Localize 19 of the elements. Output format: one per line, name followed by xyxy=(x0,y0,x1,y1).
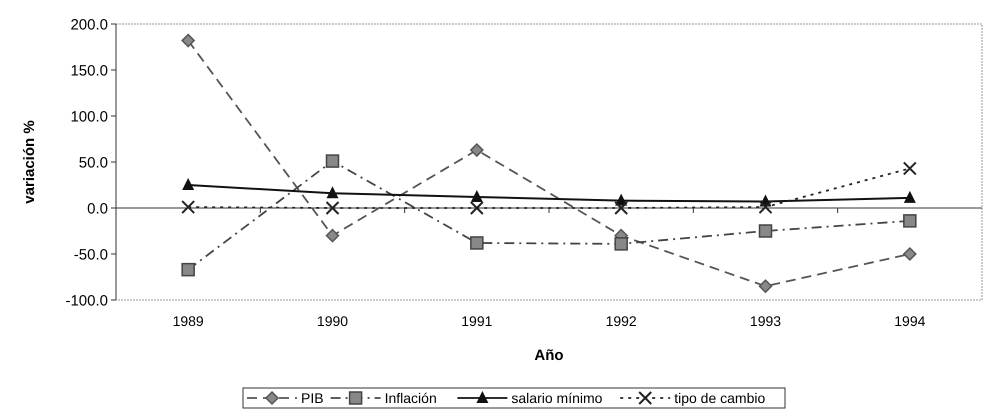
legend-label: Inflación xyxy=(384,390,437,406)
x-tick-label: 1989 xyxy=(172,313,204,329)
x-tick-label: 1994 xyxy=(894,313,926,329)
x-axis-title: Año xyxy=(534,347,564,364)
legend-label: PIB xyxy=(301,390,324,406)
y-tick-label: -50.0 xyxy=(74,246,108,264)
y-tick-label: -100.0 xyxy=(65,292,108,310)
y-tick-label: 50.0 xyxy=(78,154,108,172)
y-tick-label: 0.0 xyxy=(87,200,108,218)
x-tick-label: 1993 xyxy=(750,313,782,329)
y-axis-title: variación % xyxy=(21,120,38,204)
y-tick-label: 200.0 xyxy=(70,16,108,34)
y-tick-label: 100.0 xyxy=(70,108,108,126)
y-tick-label: 150.0 xyxy=(70,62,108,80)
x-tick-label: 1991 xyxy=(461,313,493,329)
legend-label: tipo de cambio xyxy=(674,390,766,406)
x-tick-label: 1992 xyxy=(606,313,637,329)
x-tick-label: 1990 xyxy=(316,313,348,329)
legend-label: salario mínimo xyxy=(511,390,603,406)
